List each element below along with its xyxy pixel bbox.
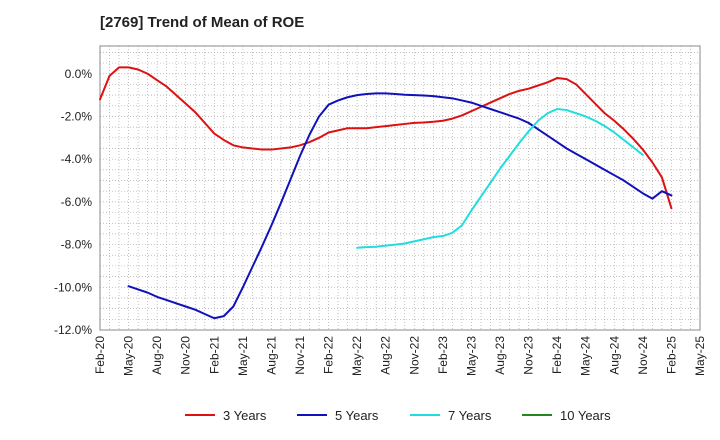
legend-label-10-years: 10 Years xyxy=(560,408,611,423)
x-tick-label: Feb-22 xyxy=(322,336,336,374)
legend-label-7-years: 7 Years xyxy=(448,408,492,423)
x-tick-label: Nov-24 xyxy=(636,336,650,375)
chart-title: [2769] Trend of Mean of ROE xyxy=(100,14,305,31)
y-tick-label: -2.0% xyxy=(61,109,93,123)
series-line-3-years xyxy=(99,66,673,210)
y-tick-label: -10.0% xyxy=(54,280,92,294)
x-tick-label: Nov-21 xyxy=(293,336,307,375)
x-tick-label: Aug-23 xyxy=(493,336,507,375)
x-tick-label: Aug-24 xyxy=(607,336,621,375)
y-tick-label: -12.0% xyxy=(54,323,92,337)
series-line-7-years xyxy=(356,107,644,249)
x-tick-label: Aug-20 xyxy=(150,336,164,375)
y-tick-label: -8.0% xyxy=(61,238,93,252)
plot-area-frame xyxy=(99,45,701,331)
x-tick-label: May-23 xyxy=(464,336,478,376)
x-tick-label: Feb-20 xyxy=(93,336,107,374)
x-tick-label: May-22 xyxy=(350,336,364,376)
x-tick-label: May-25 xyxy=(693,336,707,376)
x-tick-label: May-21 xyxy=(236,336,250,376)
y-tick-label: 0.0% xyxy=(65,67,93,81)
x-tick-label: Aug-21 xyxy=(264,336,278,375)
legend-label-3-years: 3 Years xyxy=(223,408,267,423)
y-tick-label: -6.0% xyxy=(61,195,93,209)
y-tick-label: -4.0% xyxy=(61,152,93,166)
x-tick-label: Feb-25 xyxy=(664,336,678,374)
x-tick-label: May-24 xyxy=(579,336,593,376)
x-tick-label: Aug-22 xyxy=(379,336,393,375)
x-tick-label: May-20 xyxy=(122,336,136,376)
x-tick-label: Feb-24 xyxy=(550,336,564,374)
legend-label-5-years: 5 Years xyxy=(335,408,379,423)
x-tick-label: Feb-23 xyxy=(436,336,450,374)
x-tick-label: Feb-21 xyxy=(207,336,221,374)
x-tick-label: Nov-20 xyxy=(179,336,193,375)
x-tick-label: Nov-23 xyxy=(522,336,536,375)
series-line-5-years xyxy=(127,92,673,320)
x-tick-label: Nov-22 xyxy=(407,336,421,375)
